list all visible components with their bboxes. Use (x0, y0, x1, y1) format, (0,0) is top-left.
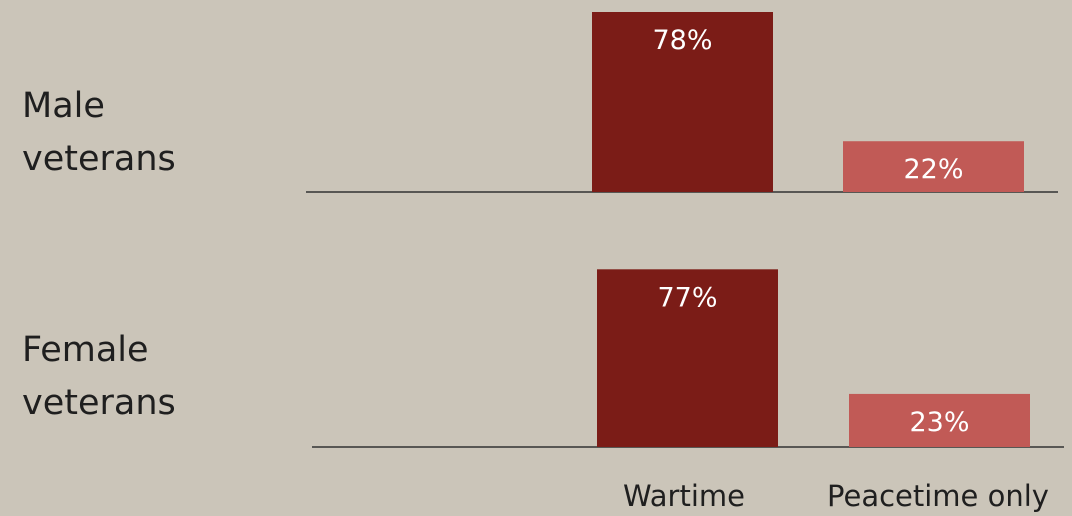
bar-male-wartime (592, 12, 773, 192)
bar-female-peacetime (849, 393, 1030, 447)
group-label-male-line2: veterans (22, 139, 176, 179)
value-label-female-peacetime: 23% (909, 407, 969, 438)
value-label-female-wartime: 77% (657, 282, 717, 313)
value-label-male-peacetime: 22% (903, 154, 963, 185)
category-label-wartime: Wartime (623, 479, 745, 513)
category-label-peacetime: Peacetime only (827, 479, 1049, 513)
group-female: Female veterans 77% 23% (22, 269, 1064, 448)
group-male: Male veterans 78% 22% (22, 12, 1058, 193)
value-label-male-wartime: 78% (652, 25, 712, 56)
bar-female-wartime (597, 269, 778, 447)
group-label-male-line1: Male (22, 86, 105, 126)
group-label-female-line2: veterans (22, 383, 176, 423)
bar-male-peacetime (843, 141, 1024, 192)
group-label-female-line1: Female (22, 330, 149, 370)
